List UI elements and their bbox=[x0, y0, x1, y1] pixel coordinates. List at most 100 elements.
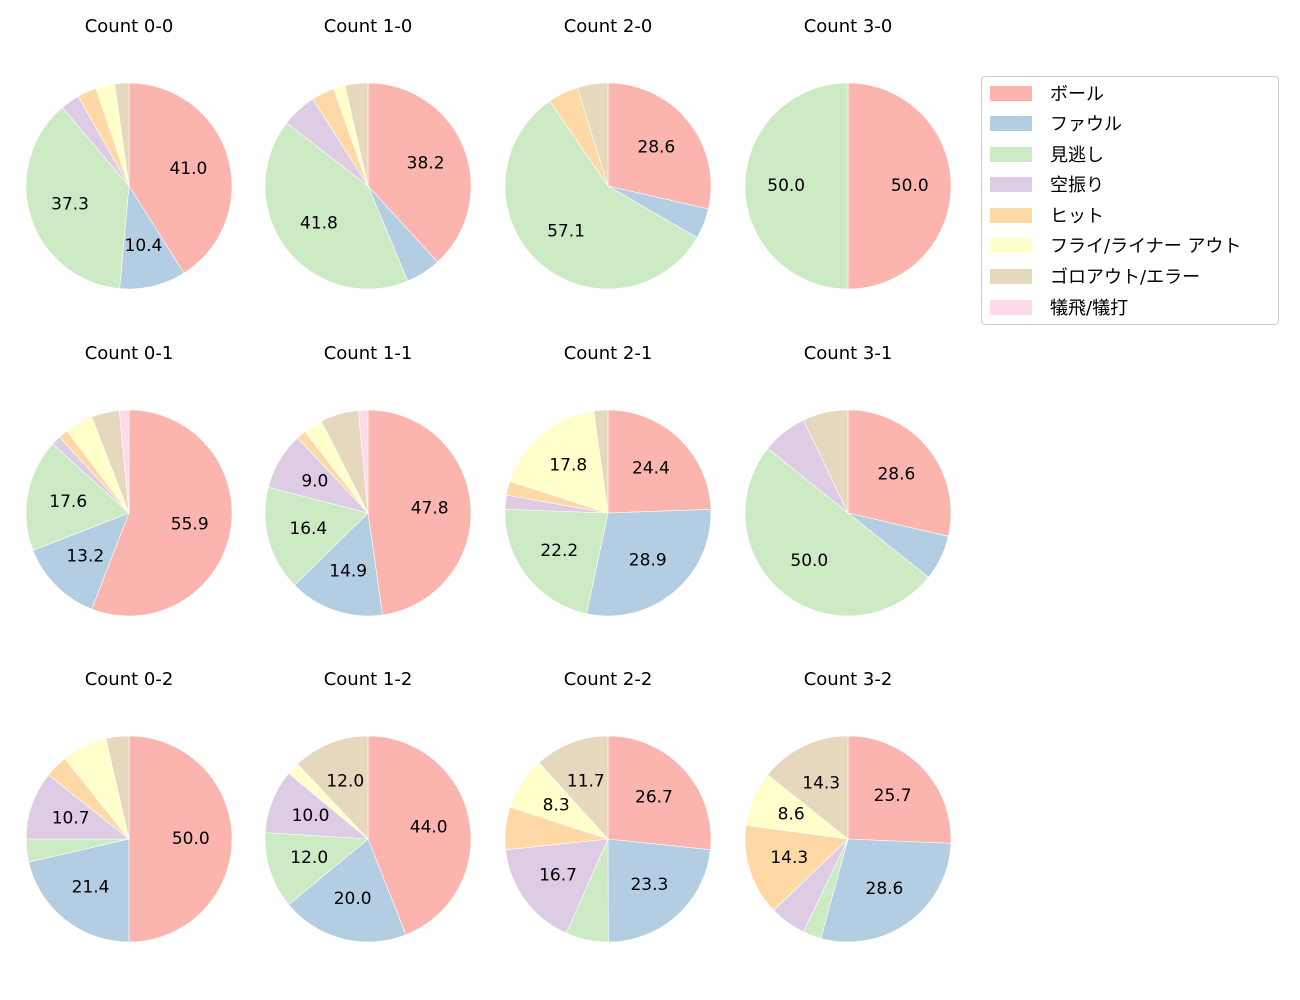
legend-swatch bbox=[990, 237, 1032, 253]
pie-svg: 25.7 28.6 14.3 8.6 14.3 bbox=[744, 735, 952, 943]
slice-label: 24.4 bbox=[632, 459, 670, 479]
pie-slice bbox=[344, 82, 369, 187]
pie-slice bbox=[264, 486, 369, 586]
legend-label: 空振り bbox=[1050, 175, 1104, 196]
slice-label: 50.0 bbox=[790, 551, 828, 571]
legend-swatch bbox=[990, 115, 1032, 131]
pie-slice bbox=[803, 409, 849, 514]
legend-swatch bbox=[990, 268, 1032, 284]
legend-item-ground-out: ゴロアウト/エラー bbox=[990, 262, 1200, 290]
pie-slice bbox=[538, 735, 609, 840]
slice-label: 41.8 bbox=[300, 214, 338, 234]
pie-svg: 50.0 21.4 10.7 bbox=[25, 735, 233, 943]
slice-label: 10.7 bbox=[52, 809, 90, 829]
pie-slice bbox=[505, 838, 609, 934]
legend-item-called-strike: 見逃し bbox=[990, 140, 1104, 168]
pie-svg: 41.0 10.4 37.3 bbox=[25, 82, 233, 290]
pie-slice bbox=[264, 832, 369, 906]
pie-chart: Count 1-2 44.0 20.0 12.0 10.0 12.0 bbox=[248, 653, 488, 953]
pie-chart: Count 0-1 55.9 13.2 17.6 bbox=[9, 327, 249, 627]
chart-title: Count 3-0 bbox=[803, 16, 893, 37]
slice-label: 28.6 bbox=[637, 137, 675, 157]
chart-title: Count 1-2 bbox=[323, 669, 413, 690]
slice-label: 10.4 bbox=[125, 236, 163, 256]
pie-slice bbox=[367, 735, 472, 936]
pie-slice bbox=[509, 410, 609, 514]
pie-slice bbox=[25, 107, 130, 289]
legend-item-foul: ファウル bbox=[990, 109, 1122, 137]
chart-title: Count 1-0 bbox=[323, 16, 413, 37]
pie-slice bbox=[607, 409, 712, 514]
pie-chart: Count 2-0 28.6 57.1 bbox=[488, 0, 728, 300]
slice-label: 14.3 bbox=[770, 848, 808, 868]
slice-label: 25.7 bbox=[874, 786, 912, 806]
slice-label: 20.0 bbox=[334, 889, 372, 909]
slice-label: 50.0 bbox=[767, 176, 805, 196]
legend-swatch bbox=[990, 299, 1032, 315]
pie-slice bbox=[607, 735, 712, 851]
slice-label: 37.3 bbox=[51, 195, 89, 215]
chart-title: Count 2-1 bbox=[563, 343, 653, 364]
pie-slice bbox=[128, 735, 233, 943]
pie-slice bbox=[847, 82, 952, 290]
pie-slice bbox=[586, 508, 712, 617]
legend: ボール ファウル 見逃し 空振り ヒット フライ/ライナー アウト ゴロアウト/… bbox=[981, 76, 1279, 325]
pie-slice bbox=[607, 838, 711, 943]
legend-label: ゴロアウト/エラー bbox=[1050, 267, 1201, 288]
legend-swatch bbox=[990, 85, 1032, 101]
pie-slice bbox=[607, 82, 712, 210]
pie-slice bbox=[744, 82, 849, 290]
slice-label: 16.4 bbox=[289, 519, 327, 539]
slice-label: 17.8 bbox=[549, 456, 587, 476]
legend-swatch bbox=[990, 207, 1032, 223]
pie-chart: Count 3-0 50.0 50.0 bbox=[728, 0, 968, 300]
pie-slice bbox=[32, 512, 130, 610]
slice-label: 26.7 bbox=[635, 788, 673, 808]
slice-label: 12.0 bbox=[290, 848, 328, 868]
pie-slice bbox=[128, 82, 233, 274]
chart-title: Count 2-0 bbox=[563, 16, 653, 37]
slice-label: 16.7 bbox=[539, 865, 577, 885]
pie-slice bbox=[357, 409, 369, 514]
pie-svg: 44.0 20.0 12.0 10.0 12.0 bbox=[264, 735, 472, 943]
pie-svg: 26.7 23.3 16.7 8.3 11.7 bbox=[504, 735, 712, 943]
pie-chart: Count 2-2 26.7 23.3 16.7 8.3 11.7 bbox=[488, 653, 728, 953]
slice-label: 57.1 bbox=[547, 221, 585, 241]
slice-label: 8.3 bbox=[543, 795, 570, 815]
pie-chart: Count 0-2 50.0 21.4 10.7 bbox=[9, 653, 249, 953]
pie-chart: Count 1-1 47.8 14.9 16.4 9.0 bbox=[248, 327, 488, 627]
pie-slice bbox=[820, 838, 952, 943]
pie-slice bbox=[294, 512, 383, 617]
pie-slice bbox=[504, 508, 609, 615]
legend-label: 見逃し bbox=[1050, 145, 1104, 166]
legend-item-fly-out: フライ/ライナー アウト bbox=[990, 231, 1241, 259]
slice-label: 44.0 bbox=[410, 817, 448, 837]
pie-slice bbox=[91, 409, 233, 617]
pie-slice bbox=[25, 774, 130, 840]
pie-svg: 28.6 57.1 bbox=[504, 82, 712, 290]
slice-label: 12.0 bbox=[326, 772, 364, 792]
slice-label: 28.6 bbox=[877, 465, 915, 485]
pie-svg: 55.9 13.2 17.6 bbox=[25, 409, 233, 617]
pie-slice bbox=[577, 82, 609, 187]
pie-slice bbox=[114, 82, 130, 187]
pie-chart: Count 3-2 25.7 28.6 14.3 8.6 14.3 bbox=[728, 653, 968, 953]
pie-slice bbox=[847, 409, 952, 537]
legend-item-hit: ヒット bbox=[990, 201, 1104, 229]
slice-label: 10.0 bbox=[292, 806, 330, 826]
slice-label: 14.9 bbox=[329, 562, 367, 582]
pie-slice bbox=[744, 447, 929, 617]
slice-label: 28.6 bbox=[866, 879, 904, 899]
pie-slice bbox=[25, 443, 130, 551]
slice-label: 50.0 bbox=[891, 176, 929, 196]
legend-label: ボール bbox=[1050, 84, 1104, 105]
pie-chart: Count 0-0 41.0 10.4 37.3 bbox=[9, 0, 249, 300]
pie-slice bbox=[847, 735, 952, 844]
legend-item-swinging-strike: 空振り bbox=[990, 170, 1104, 198]
slice-label: 8.6 bbox=[778, 805, 805, 825]
pie-slice bbox=[504, 100, 698, 290]
pie-slice bbox=[28, 838, 130, 943]
slice-label: 14.3 bbox=[802, 773, 840, 793]
pie-slice bbox=[118, 409, 130, 514]
pie-slice bbox=[297, 735, 369, 840]
